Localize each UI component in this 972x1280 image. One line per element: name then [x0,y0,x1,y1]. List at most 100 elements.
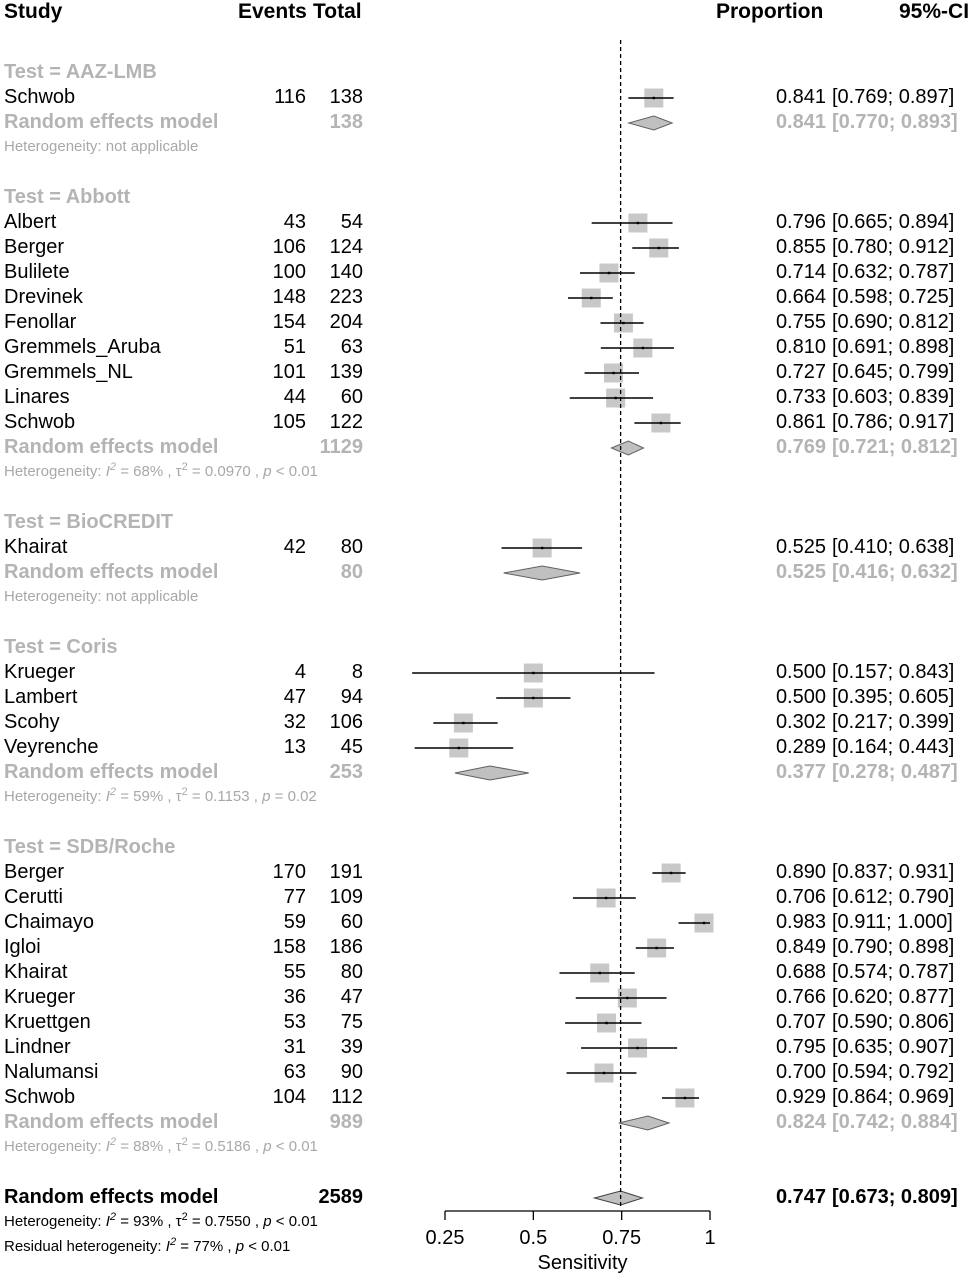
pooled-row: Random effects model 1129 0.769 [0.721; 0.8… [0,435,972,459]
study-row: Cerutti 77 109 0.706 [0.612; 0.790] [0,885,972,909]
total-value: 63 [340,336,363,358]
events-value: 170 [272,861,306,883]
proportion-value: 0.841 [775,86,826,108]
ci-value: [0.612; 0.790] [832,886,955,908]
events-value: 44 [283,386,306,408]
total-value: 47 [340,986,363,1008]
point-estimate [532,696,535,700]
events-value: 4 [294,661,306,683]
study-name: Kruettgen [4,1011,91,1033]
group-label: Test = Coris [4,636,118,658]
point-estimate [669,871,673,875]
pooled-ci: [0.416; 0.632] [832,561,958,583]
pooled-row: Random effects model 138 0.841 [0.770; 0.89… [0,110,972,134]
group-label: Test = AAZ-LMB [4,61,157,83]
study-row: Krueger 36 47 0.766 [0.620; 0.877] [0,985,972,1009]
total-value: 140 [329,261,363,283]
pooled-label: Random effects model [4,761,219,783]
overall-heterogeneity-row: Heterogeneity: I2 = 93% , τ2 = 0.7550 , … [0,1210,972,1234]
overall-proportion: 0.747 [775,1186,826,1208]
pooled-total: 253 [329,761,363,783]
ci-value: [0.598; 0.725] [832,286,955,308]
point-estimate [652,96,656,100]
point-estimate [607,271,611,275]
heterogeneity-row: Heterogeneity: I2 = 88% , τ2 = 0.5186 , … [0,1135,972,1159]
study-row: Schwob 105 122 0.861 [0.786; 0.917] [0,410,972,434]
heterogeneity-text: Heterogeneity: I2 = 59% , τ2 = 0.1153 , … [4,786,317,806]
events-value: 55 [283,961,306,983]
proportion-value: 0.706 [775,886,826,908]
total-value: 90 [340,1061,363,1083]
proportion-value: 0.500 [775,661,826,683]
study-name: Scohy [4,711,60,733]
point-estimate [540,546,544,550]
pooled-ci: [0.742; 0.884] [832,1111,958,1133]
overall-row: Random effects model 2589 0.747 [0.673; 0.8… [0,1185,972,1209]
total-value: 122 [329,411,363,433]
ci-value: [0.786; 0.917] [832,411,955,433]
study-row: Lindner 31 39 0.795 [0.635; 0.907] [0,1035,972,1059]
total-value: 39 [340,1036,363,1058]
pooled-ci: [0.278; 0.487] [832,761,958,783]
x-axis-label: Sensitivity [537,1252,628,1274]
point-estimate [614,396,617,400]
proportion-value: 0.810 [775,336,826,358]
point-estimate [702,921,706,925]
overall-diamond [592,1190,645,1206]
pooled-proportion: 0.525 [775,561,826,583]
study-name: Gremmels_Aruba [4,336,161,358]
study-row: Chaimayo 59 60 0.983 [0.911; 1.000] [0,910,972,934]
proportion-value: 0.525 [775,536,826,558]
ci-value: [0.217; 0.399] [832,711,955,733]
overall-total: 2589 [318,1186,364,1208]
ci-value: [0.620; 0.877] [832,986,955,1008]
total-value: 75 [340,1011,363,1033]
point-estimate [612,371,615,375]
study-row: Kruettgen 53 75 0.707 [0.590; 0.806] [0,1010,972,1034]
ci-value: [0.790; 0.898] [832,936,955,958]
total-value: 106 [329,711,363,733]
total-value: 139 [329,361,363,383]
heterogeneity-row: Heterogeneity: not applicable [0,585,972,609]
pooled-proportion: 0.824 [775,1111,826,1133]
ci-value: [0.157; 0.843] [832,661,955,683]
point-estimate [683,1096,687,1100]
proportion-value: 0.796 [775,211,826,233]
pooled-label: Random effects model [4,1111,219,1133]
heterogeneity-text: Heterogeneity: I2 = 88% , τ2 = 0.5186 , … [4,1136,318,1156]
ci-value: [0.632; 0.787] [832,261,955,283]
study-name: Schwob [4,86,76,108]
study-name: Bulilete [4,261,70,283]
header-proportion: Proportion [716,0,824,23]
group-label: Test = BioCREDIT [4,511,174,533]
study-row: Krueger 4 8 0.500 [0.157; 0.843] [0,660,972,684]
ci-value: [0.665; 0.894] [832,211,955,233]
events-value: 59 [283,911,306,933]
pooled-total: 138 [329,111,363,133]
study-row: Drevinek 148 223 0.664 [0.598; 0.725] [0,285,972,309]
study-row: Lambert 47 94 0.500 [0.395; 0.605] [0,685,972,709]
ci-value: [0.395; 0.605] [832,686,955,708]
group-header: Test = Coris [0,635,972,659]
study-name: Krueger [4,986,76,1008]
proportion-value: 0.500 [775,686,826,708]
ci-value: [0.780; 0.912] [832,236,955,258]
total-value: 109 [329,886,363,908]
ci-value: [0.635; 0.907] [832,1036,955,1058]
ci-value: [0.574; 0.787] [832,961,955,983]
events-value: 51 [283,336,306,358]
x-tick-label: 0.25 [425,1227,465,1249]
group-label: Test = Abbott [4,186,131,208]
group-header: Test = AAZ-LMB [0,60,972,84]
heterogeneity-row: Heterogeneity: I2 = 68% , τ2 = 0.0970 , … [0,460,972,484]
point-estimate [636,221,640,225]
events-value: 31 [283,1036,306,1058]
proportion-value: 0.289 [775,736,826,758]
ci-value: [0.590; 0.806] [832,1011,955,1033]
heterogeneity-text: Residual heterogeneity: I2 = 77% , p < 0… [4,1236,291,1256]
point-estimate [636,1046,639,1050]
study-row: Khairat 42 80 0.525 [0.410; 0.638] [0,535,972,559]
study-row: Linares 44 60 0.733 [0.603; 0.839] [0,385,972,409]
study-row: Nalumansi 63 90 0.700 [0.594; 0.792] [0,1060,972,1084]
study-row: Scohy 32 106 0.302 [0.217; 0.399] [0,710,972,734]
